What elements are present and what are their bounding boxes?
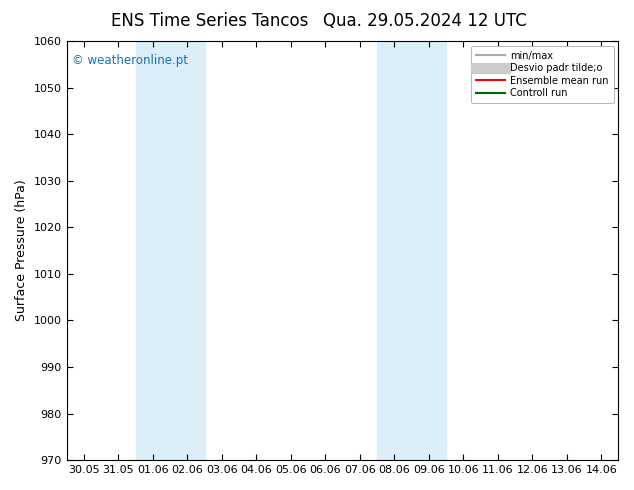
Y-axis label: Surface Pressure (hPa): Surface Pressure (hPa) [15,180,28,321]
Text: ENS Time Series Tancos: ENS Time Series Tancos [110,12,308,30]
Bar [377,41,446,460]
Text: Qua. 29.05.2024 12 UTC: Qua. 29.05.2024 12 UTC [323,12,527,30]
Bar [136,41,205,460]
Text: © weatheronline.pt: © weatheronline.pt [72,53,188,67]
Legend: min/max, Desvio padr tilde;o, Ensemble mean run, Controll run: min/max, Desvio padr tilde;o, Ensemble m… [471,46,614,103]
